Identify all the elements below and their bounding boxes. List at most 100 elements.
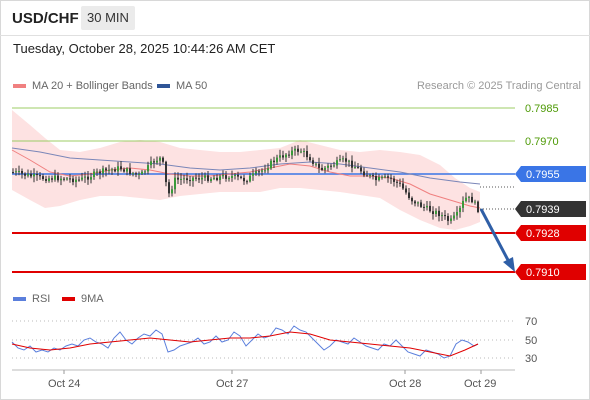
candle-body (171, 189, 173, 194)
candle-body (291, 150, 293, 156)
candle-body (75, 179, 77, 183)
candle-body (444, 215, 446, 217)
candle-body (243, 177, 245, 182)
candle-body (261, 170, 263, 172)
level-label-3: 0.7939 (526, 204, 560, 216)
candle-body (252, 173, 254, 176)
candle-body (150, 161, 152, 166)
candle-body (189, 180, 191, 182)
candle-body (66, 178, 68, 180)
candle-body (165, 161, 167, 183)
ma20-line (11, 149, 481, 209)
candle-body (36, 174, 38, 176)
candle-body (399, 182, 401, 184)
candle-body (273, 160, 275, 163)
candle-body (108, 169, 110, 171)
legend-rsi: RSI (13, 293, 50, 305)
candle-body (441, 215, 443, 217)
candle-body (51, 178, 53, 180)
candle-body (384, 176, 386, 178)
candle-body (123, 169, 125, 172)
candle-body (390, 177, 392, 179)
candle-body (204, 175, 206, 178)
candle-body (447, 216, 449, 221)
candle-body (312, 160, 314, 164)
candle-body (348, 160, 350, 162)
candle-body (423, 206, 425, 208)
symbol-title: USD/CHF (12, 10, 79, 27)
last-price-tag (515, 201, 586, 217)
candle-body (45, 179, 47, 181)
candle-body (462, 201, 464, 208)
candle-body (159, 157, 161, 161)
candle-body (207, 175, 209, 181)
candle-body (327, 165, 329, 168)
candle-body (105, 168, 107, 171)
rsi-tick-50: 50 (525, 335, 537, 347)
timeframe-button[interactable]: 30 MIN (81, 6, 135, 30)
candle-body (219, 176, 221, 180)
candle-body (345, 158, 347, 162)
candle-body (465, 197, 467, 201)
x-label-0: Oct 24 (48, 378, 80, 390)
candle-body (174, 177, 176, 190)
candle-body (468, 196, 470, 198)
candle-body (249, 175, 251, 182)
candle-body (318, 163, 320, 168)
candle-body (258, 171, 260, 173)
candle-body (18, 171, 20, 172)
candle-body (84, 176, 86, 178)
candle-body (417, 202, 419, 204)
candle-body (357, 167, 359, 169)
candle-body (342, 158, 344, 160)
level-label-1: 0.7970 (525, 136, 559, 148)
chart-header: USD/CHF 30 MIN (0, 0, 590, 36)
legend-ma50: MA 50 (157, 80, 207, 92)
candle-body (156, 160, 158, 163)
candle-body (237, 174, 239, 177)
ma50-swatch (157, 84, 170, 89)
candle-body (87, 176, 89, 180)
candle-body (408, 192, 410, 198)
candle-body (96, 171, 98, 173)
projection-arrow-head (503, 257, 515, 272)
candle-body (393, 178, 395, 182)
candle-body (438, 210, 440, 217)
candle-body (477, 201, 479, 212)
candle-body (414, 201, 416, 204)
candle-body (420, 202, 422, 207)
candle-body (225, 175, 227, 179)
candle-body (141, 171, 143, 174)
candle-body (306, 151, 308, 158)
candle-body (276, 157, 278, 163)
candle-body (147, 165, 149, 172)
candle-body (240, 176, 242, 178)
candle-body (429, 205, 431, 212)
candle-body (117, 166, 119, 172)
candle-body (432, 211, 434, 214)
header-divider (0, 35, 590, 36)
candle-body (282, 155, 284, 158)
level-label-5: 0.7910 (526, 267, 560, 279)
candle-body (387, 176, 389, 178)
candle-body (255, 171, 257, 174)
candle-body (351, 160, 353, 168)
candle-body (279, 155, 281, 158)
pivot-tag (515, 166, 586, 182)
candle-body (369, 175, 371, 177)
candle-body (90, 177, 92, 180)
legend-ma20-label: MA 20 + Bollinger Bands (32, 80, 153, 92)
legend-9ma: 9MA (62, 293, 104, 305)
candle-body (288, 154, 290, 156)
candle-body (378, 177, 380, 181)
candle-body (57, 175, 59, 181)
candle-body (135, 173, 137, 175)
candle-body (315, 163, 317, 165)
candle-body (474, 201, 476, 203)
candle-body (234, 174, 236, 176)
candle-body (411, 197, 413, 202)
support-tag-2 (515, 264, 586, 280)
candle-body (450, 218, 452, 221)
research-credit: Research © 2025 Trading Central (416, 80, 581, 92)
candle-body (456, 212, 458, 216)
